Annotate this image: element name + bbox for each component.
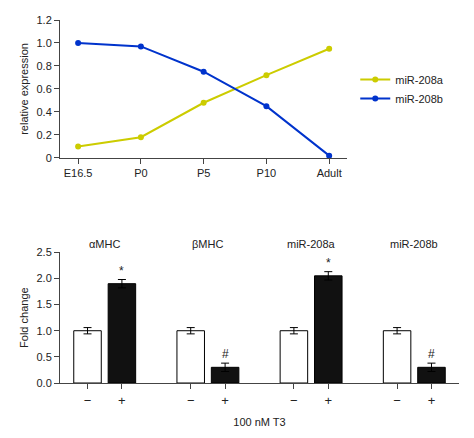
svg-text:relative expression: relative expression (18, 43, 30, 135)
svg-text:+: + (118, 393, 126, 408)
svg-text:2.5: 2.5 (37, 246, 52, 258)
svg-text:−: − (187, 393, 195, 408)
svg-text:100 nM T3: 100 nM T3 (233, 416, 285, 428)
svg-text:0.5: 0.5 (37, 351, 52, 363)
svg-text:−: − (393, 393, 401, 408)
svg-text:E16.5: E16.5 (64, 167, 93, 179)
svg-text:0.4: 0.4 (37, 106, 52, 118)
svg-text:βMHC: βMHC (192, 238, 223, 250)
svg-text:2.0: 2.0 (37, 272, 52, 284)
svg-text:+: + (324, 393, 332, 408)
svg-text:Adult: Adult (317, 167, 342, 179)
svg-text:1.2: 1.2 (37, 14, 52, 26)
svg-text:0: 0 (46, 152, 52, 164)
svg-text:1.0: 1.0 (37, 37, 52, 49)
svg-text:#: # (428, 347, 435, 361)
svg-text:0.6: 0.6 (37, 83, 52, 95)
svg-text:1.5: 1.5 (37, 298, 52, 310)
svg-text:−: − (290, 393, 298, 408)
svg-text:*: * (119, 264, 124, 278)
svg-text:miR-208b: miR-208b (395, 93, 443, 105)
svg-text:αMHC: αMHC (89, 238, 120, 250)
svg-text:+: + (428, 393, 436, 408)
svg-text:0.0: 0.0 (37, 377, 52, 389)
svg-text:P5: P5 (197, 167, 210, 179)
svg-text:P10: P10 (257, 167, 277, 179)
svg-text:miR-208a: miR-208a (395, 74, 444, 86)
svg-text:miR-208b: miR-208b (390, 238, 438, 250)
svg-text:P0: P0 (134, 167, 147, 179)
svg-text:1.0: 1.0 (37, 325, 52, 337)
svg-text:miR-208a: miR-208a (287, 238, 336, 250)
svg-text:*: * (326, 256, 331, 270)
svg-text:#: # (222, 347, 229, 361)
svg-text:−: − (84, 393, 92, 408)
svg-text:0.8: 0.8 (37, 60, 52, 72)
svg-text:+: + (221, 393, 229, 408)
svg-text:0.2: 0.2 (37, 129, 52, 141)
svg-text:Fold change: Fold change (18, 287, 30, 348)
